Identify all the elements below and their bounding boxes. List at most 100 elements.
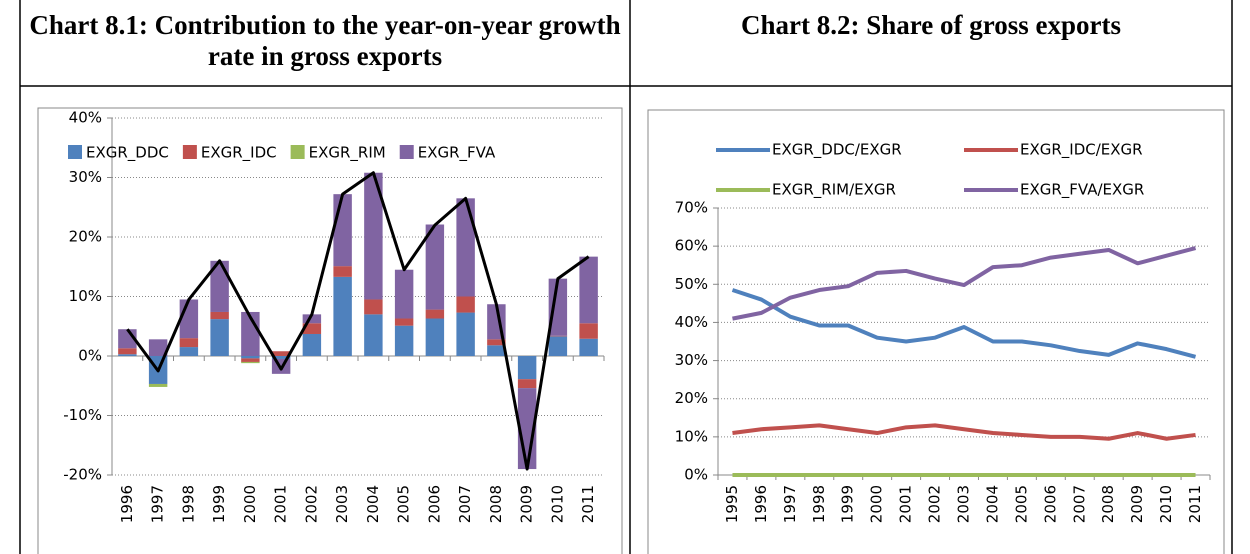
bar xyxy=(333,266,352,277)
x-tick-label: 2010 xyxy=(548,485,566,523)
x-tick-label: 1997 xyxy=(149,485,167,523)
bar xyxy=(456,312,475,356)
bar xyxy=(302,323,322,334)
x-tick-label: 2008 xyxy=(1099,485,1117,523)
x-tick-label: 1999 xyxy=(210,485,228,523)
x-tick-label: 2005 xyxy=(1012,485,1030,523)
bar xyxy=(579,323,598,339)
bar xyxy=(241,356,260,359)
bar xyxy=(364,299,383,315)
y-tick-label: 30% xyxy=(69,168,102,186)
x-tick-label: 2007 xyxy=(456,485,474,523)
bar xyxy=(425,224,445,310)
chart-area xyxy=(647,109,1225,554)
y-tick-label: -10% xyxy=(63,406,102,424)
x-tick-label: 1997 xyxy=(781,485,799,523)
legend-label: EXGR_FVA/EXGR xyxy=(1020,181,1144,200)
x-tick-label: 2006 xyxy=(1041,485,1059,523)
chart-title: Chart 8.1: Contribution to the year-on-y… xyxy=(29,10,621,71)
y-tick-label: 0% xyxy=(78,347,102,365)
x-tick-label: 1995 xyxy=(723,485,741,523)
bar xyxy=(487,345,506,356)
x-tick-label: 2000 xyxy=(868,485,886,523)
bar xyxy=(118,354,137,356)
x-tick-label: 2005 xyxy=(395,485,413,523)
bar xyxy=(548,278,568,336)
x-tick-label: 2002 xyxy=(302,485,320,523)
bar xyxy=(579,338,598,356)
bar xyxy=(210,319,229,356)
x-tick-label: 2000 xyxy=(241,485,259,523)
legend-swatch xyxy=(68,145,82,159)
x-tick-label: 2010 xyxy=(1157,485,1175,523)
x-tick-label: 2004 xyxy=(364,485,382,523)
bar xyxy=(333,276,352,356)
x-tick-label: 1998 xyxy=(810,485,828,523)
bar xyxy=(517,379,537,389)
bar xyxy=(548,335,568,337)
bar xyxy=(118,348,137,355)
x-tick-label: 2007 xyxy=(1070,485,1088,523)
y-tick-label: 20% xyxy=(69,228,102,246)
legend-swatch xyxy=(399,145,414,159)
legend-label: EXGR_RIM xyxy=(309,144,386,163)
x-tick-label: 2011 xyxy=(579,485,597,523)
bar xyxy=(364,172,383,300)
bar xyxy=(333,194,352,267)
bar xyxy=(302,314,322,324)
line xyxy=(732,423,1196,441)
x-tick-label: 1998 xyxy=(179,485,197,523)
x-tick-label: 2006 xyxy=(425,485,443,523)
y-tick-label: 70% xyxy=(675,199,708,217)
bar xyxy=(210,311,229,320)
x-tick-label: 2009 xyxy=(518,485,536,523)
line xyxy=(732,246,1197,321)
legend-label: EXGR_DDC/EXGR xyxy=(772,141,902,160)
y-tick-label: 10% xyxy=(675,427,708,445)
bar xyxy=(394,318,414,326)
bar xyxy=(210,260,229,312)
bar xyxy=(517,356,537,380)
line xyxy=(126,171,590,471)
bar xyxy=(487,339,506,346)
bar xyxy=(579,256,598,324)
x-tick-label: 2003 xyxy=(333,485,351,523)
x-tick-label: 2008 xyxy=(487,485,505,523)
x-tick-label: 2009 xyxy=(1128,485,1146,523)
bar xyxy=(241,361,260,364)
y-tick-label: 60% xyxy=(675,237,708,255)
x-tick-label: 2002 xyxy=(926,485,944,523)
bar xyxy=(148,339,168,356)
line xyxy=(731,288,1197,359)
x-tick-label: 1996 xyxy=(752,485,770,523)
bar xyxy=(241,358,260,362)
x-tick-label: 2001 xyxy=(272,485,290,523)
bar xyxy=(271,351,291,356)
bar xyxy=(425,318,445,356)
legend-label: EXGR_DDC xyxy=(86,144,169,163)
y-tick-label: 10% xyxy=(69,287,102,305)
bar xyxy=(179,347,199,356)
bar xyxy=(148,383,168,387)
y-tick-label: 40% xyxy=(675,313,708,331)
y-tick-label: 20% xyxy=(675,389,708,407)
x-tick-label: 1999 xyxy=(839,485,857,523)
legend-label: EXGR_RIM/EXGR xyxy=(772,181,896,200)
bar xyxy=(548,336,568,356)
y-tick-label: 30% xyxy=(675,351,708,369)
bar xyxy=(302,333,322,356)
bar xyxy=(394,269,414,319)
x-tick-label: 2011 xyxy=(1186,485,1204,523)
y-tick-label: -20% xyxy=(63,466,102,484)
bar xyxy=(271,356,291,359)
x-tick-label: 2004 xyxy=(983,485,1001,523)
legend-label: EXGR_IDC/EXGR xyxy=(1020,141,1143,160)
bar xyxy=(179,338,199,348)
chart-title: Chart 8.2: Share of gross exports xyxy=(741,10,1121,40)
legend-label: EXGR_FVA xyxy=(418,144,496,163)
y-tick-label: 0% xyxy=(684,466,708,484)
bar xyxy=(456,296,475,313)
y-tick-label: 50% xyxy=(675,275,708,293)
